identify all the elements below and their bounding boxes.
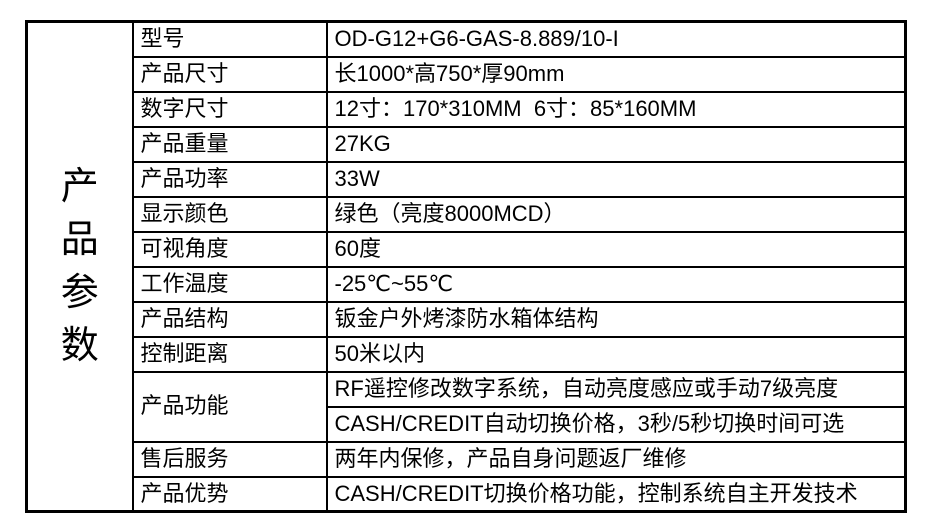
spec-label-display-color: 显示颜色 <box>131 195 328 233</box>
spec-label-weight: 产品重量 <box>131 125 328 163</box>
spec-value-power: 33W <box>325 160 907 198</box>
group-header-vertical-text: 产 品 参 数 <box>29 24 131 509</box>
table-row: 产品功率 33W <box>27 160 907 198</box>
spec-label-viewing-angle: 可视角度 <box>131 230 328 268</box>
spec-value-model: OD-G12+G6-GAS-8.889/10-I <box>325 20 907 58</box>
table-row: 控制距离 50米以内 <box>27 335 907 373</box>
spec-value-display-color: 绿色（亮度8000MCD） <box>325 195 907 233</box>
table-row: CASH/CREDIT自动切换价格，3秒/5秒切换时间可选 <box>27 405 907 443</box>
table-row: 产品结构 钣金户外烤漆防水箱体结构 <box>27 300 907 338</box>
table-row: 可视角度 60度 <box>27 230 907 268</box>
table-row: 数字尺寸 12寸：170*310MM 6寸：85*160MM <box>27 90 907 128</box>
spec-label-control-distance: 控制距离 <box>131 335 328 373</box>
table-row: 显示颜色 绿色（亮度8000MCD） <box>27 195 907 233</box>
spec-value-after-sales: 两年内保修，产品自身问题返厂维修 <box>325 440 907 478</box>
spec-label-power: 产品功率 <box>131 160 328 198</box>
table-row: 售后服务 两年内保修，产品自身问题返厂维修 <box>27 440 907 478</box>
table-row: 工作温度 -25℃~55℃ <box>27 265 907 303</box>
spec-value-structure: 钣金户外烤漆防水箱体结构 <box>325 300 907 338</box>
group-header-char: 参 <box>60 272 99 314</box>
spec-value-product-size: 长1000*高750*厚90mm <box>325 55 907 93</box>
spec-value-functions-line2: CASH/CREDIT自动切换价格，3秒/5秒切换时间可选 <box>325 405 907 443</box>
group-header-char: 产 <box>60 166 99 208</box>
spec-label-model: 型号 <box>131 20 328 58</box>
spec-label-advantage: 产品优势 <box>131 475 328 513</box>
group-header-char: 数 <box>60 325 99 367</box>
spec-value-advantage: CASH/CREDIT切换价格功能，控制系统自主开发技术 <box>325 475 907 513</box>
table-row: 产品重量 27KG <box>27 125 907 163</box>
group-header-char: 品 <box>60 219 99 261</box>
table-row: 产 品 参 数 型号 OD-G12+G6-GAS-8.889/10-I <box>25 20 907 513</box>
spec-value-control-distance: 50米以内 <box>325 335 907 373</box>
spec-label-working-temp: 工作温度 <box>131 265 328 303</box>
spec-label-after-sales: 售后服务 <box>131 440 328 478</box>
spec-label-digit-size: 数字尺寸 <box>131 90 328 128</box>
spec-label-structure: 产品结构 <box>131 300 328 338</box>
spec-value-weight: 27KG <box>325 125 907 163</box>
spec-table: 产 品 参 数 型号 OD-G12+G6-GAS-8.889/10-I 产品尺寸… <box>25 20 907 513</box>
spec-value-functions-line1: RF遥控修改数字系统，自动亮度感应或手动7级亮度 <box>325 370 907 408</box>
spec-value-working-temp: -25℃~55℃ <box>325 265 907 303</box>
table-row: 产品优势 CASH/CREDIT切换价格功能，控制系统自主开发技术 <box>27 475 907 513</box>
table-row: 产品尺寸 长1000*高750*厚90mm <box>27 55 907 93</box>
table-row: 产品功能 RF遥控修改数字系统，自动亮度感应或手动7级亮度 <box>27 370 907 443</box>
spec-value-viewing-angle: 60度 <box>325 230 907 268</box>
spec-label-product-size: 产品尺寸 <box>131 55 328 93</box>
group-header-cell: 产 品 参 数 <box>25 20 134 513</box>
spec-value-digit-size: 12寸：170*310MM 6寸：85*160MM <box>325 90 907 128</box>
spec-label-functions: 产品功能 <box>131 370 328 443</box>
